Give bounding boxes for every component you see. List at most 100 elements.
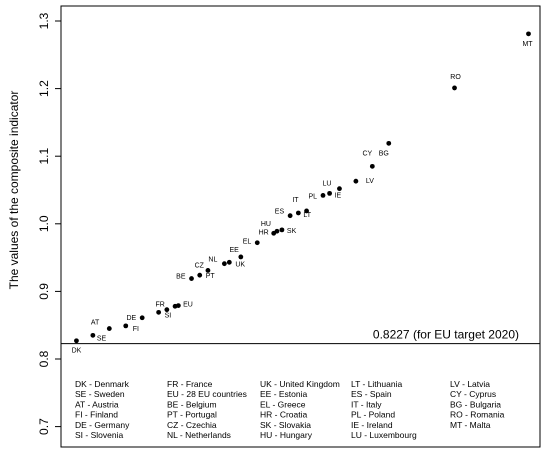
point-label-pl: PL [308, 193, 317, 200]
legend-item: FR - France [167, 379, 213, 389]
point-label-sk: SK [287, 228, 297, 235]
point-label-be: BE [176, 274, 186, 281]
data-point-dk [74, 338, 79, 344]
legend-item: RO - Romania [450, 410, 505, 420]
data-point-lt [295, 210, 301, 216]
point-label-cz: CZ [195, 262, 205, 269]
data-point-pl [320, 193, 326, 198]
legend-item: UK - United Kingdom [260, 379, 340, 389]
legend-item: SI - Slovenia [75, 430, 123, 440]
point-label-lu: LU [322, 181, 331, 188]
y-tick-label: 1.1 [37, 148, 51, 165]
legend-item: DK - Denmark [75, 379, 130, 389]
plot-frame [60, 5, 541, 448]
point-label-ee: EE [229, 247, 239, 254]
data-point-pt [197, 272, 203, 278]
point-label-bg: BG [379, 150, 389, 157]
point-label-cy: CY [362, 150, 372, 157]
data-point-ie [327, 190, 332, 196]
point-label-el: EL [243, 239, 252, 246]
point-label-eu: EU [183, 301, 193, 308]
legend-item: FI - Finland [75, 410, 118, 420]
point-label-pt: PT [206, 273, 216, 280]
data-point-el [254, 240, 260, 246]
data-point-si [156, 309, 162, 315]
data-point-sk [279, 227, 285, 233]
data-point-be [189, 276, 194, 281]
y-axis-label: The values of the composite indicator [7, 91, 21, 290]
point-label-se: SE [97, 335, 107, 342]
point-label-lv: LV [366, 178, 374, 185]
data-point-hu [274, 228, 280, 234]
legend-item: EU - 28 EU countries [167, 389, 247, 399]
legend-item: BE - Belgium [167, 399, 217, 409]
legend-item: DE - Germany [75, 420, 130, 430]
legend-item: EE - Estonia [260, 389, 308, 399]
point-label-de: DE [126, 315, 136, 322]
data-point-de [139, 315, 145, 321]
y-tick-label: 1.0 [37, 215, 51, 232]
data-point-eu [175, 303, 181, 308]
data-point-ee [238, 254, 244, 260]
y-tick-label: 0.9 [37, 283, 51, 300]
reference-line-group: 0.8227 (for EU target 2020) [61, 328, 540, 345]
legend-item: LT - Lithuania [351, 379, 402, 389]
data-point-nl [221, 261, 227, 267]
point-label-hu: HU [261, 221, 271, 228]
data-point-it [304, 208, 309, 214]
point-label-ie: IE [335, 192, 342, 199]
point-label-fr: FR [156, 302, 165, 309]
point-label-at: AT [91, 320, 100, 327]
legend-item: SE - Sweden [75, 389, 125, 399]
point-label-mt: MT [522, 41, 533, 48]
data-point-cz [205, 268, 211, 273]
data-point-uk [226, 259, 232, 265]
point-label-si: SI [165, 312, 172, 319]
data-point-se [90, 332, 96, 338]
legend-item: PL - Poland [351, 410, 395, 420]
axes-group: 0.7 0.8 0.9 1.0 1.1 1.2 1.3 [37, 5, 541, 448]
legend-item: HU - Hungary [260, 430, 313, 440]
legend-item: ES - Spain [351, 389, 392, 399]
legend-item: PT - Portugal [167, 410, 217, 420]
y-tick-label: 0.8 [37, 350, 51, 367]
data-point-ro [452, 85, 457, 91]
data-point-fr [164, 307, 170, 313]
data-point-fi [123, 323, 129, 329]
legend-item: CY - Cyprus [450, 389, 496, 399]
reference-line-label: 0.8227 (for EU target 2020) [373, 328, 519, 342]
point-label-uk: UK [235, 261, 245, 268]
point-label-fi: FI [133, 326, 139, 333]
data-point-lv [353, 178, 359, 184]
data-point-at [106, 326, 112, 331]
legend-item: HR - Croatia [260, 410, 308, 420]
legend-item: LU - Luxembourg [351, 430, 417, 440]
data-point-es [287, 213, 293, 219]
legend-item: EL - Greece [260, 399, 306, 409]
point-label-nl: NL [208, 257, 217, 264]
point-label-lt: LT [303, 212, 311, 219]
legend-item: IE - Ireland [351, 420, 393, 430]
point-label-dk: DK [72, 348, 82, 355]
data-point-cy [369, 163, 375, 169]
y-tick-label: 1.3 [37, 12, 51, 29]
data-point-mt [526, 31, 531, 37]
legend-item: NL - Netherlands [167, 430, 231, 440]
legend-item: AT - Austria [75, 399, 119, 409]
point-label-hr: HR [259, 229, 269, 236]
point-label-ro: RO [450, 74, 461, 81]
point-label-es: ES [275, 209, 285, 216]
legend-item: LV - Latvia [450, 379, 490, 389]
data-point-lu [337, 186, 342, 192]
y-tick-label: 0.7 [37, 418, 51, 435]
y-tick-label: 1.2 [37, 80, 51, 97]
legend-item: SK - Slovakia [260, 420, 311, 430]
legend-item: IT - Italy [351, 399, 382, 409]
legend-item: CZ - Czechia [167, 420, 217, 430]
point-label-it: IT [292, 197, 299, 204]
legend-item: MT - Malta [450, 420, 491, 430]
legend-item: BG - Bulgaria [450, 399, 501, 409]
